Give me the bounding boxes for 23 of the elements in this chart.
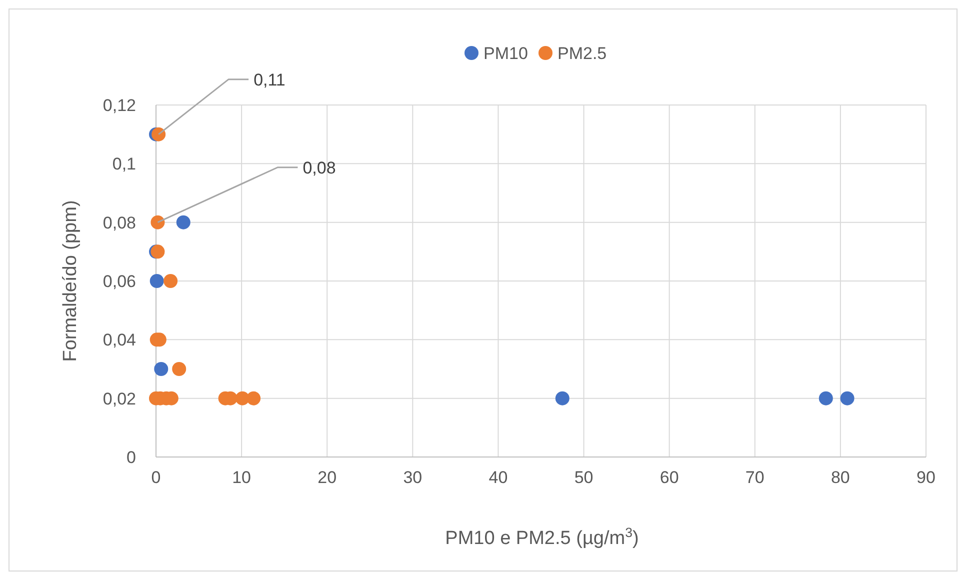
y-tick-label: 0,08 bbox=[102, 213, 136, 232]
x-axis-title: PM10 e PM2.5 (µg/m$^{3}$) bbox=[445, 524, 639, 549]
legend-label: PM2.5 bbox=[558, 44, 607, 63]
y-tick-label: 0,06 bbox=[102, 272, 136, 291]
x-tick-label: 80 bbox=[830, 468, 850, 487]
x-tick-label: 50 bbox=[574, 468, 594, 487]
x-tick-label: 60 bbox=[660, 468, 679, 487]
x-tick-label: 40 bbox=[488, 468, 508, 487]
x-tick-label: 0 bbox=[151, 468, 161, 487]
y-axis-title: Formaldeído (ppm) bbox=[60, 200, 81, 362]
y-tick-label: 0,04 bbox=[102, 330, 136, 350]
x-tick-label: 10 bbox=[232, 468, 252, 487]
y-tick-label: 0,12 bbox=[102, 96, 136, 115]
annotation: 0,11 bbox=[254, 70, 286, 90]
x-tick-label: 90 bbox=[916, 468, 936, 487]
y-tick-label: 0,1 bbox=[112, 154, 136, 174]
x-tick-label: 70 bbox=[745, 468, 764, 487]
y-tick-label: 0,02 bbox=[102, 389, 136, 408]
x-tick-label: 30 bbox=[403, 468, 422, 487]
y-tick-label: 0 bbox=[126, 448, 136, 467]
legend-label: PM10 bbox=[484, 44, 528, 63]
annotation: 0,08 bbox=[302, 158, 336, 178]
x-tick-label: 20 bbox=[318, 468, 337, 487]
